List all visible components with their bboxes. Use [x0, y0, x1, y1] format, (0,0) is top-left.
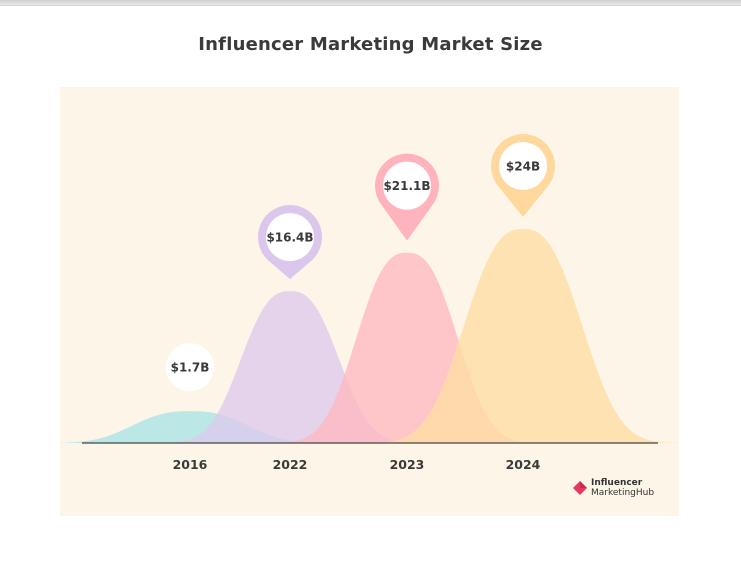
- data-label-2023: $21.1B: [383, 179, 430, 193]
- x-tick-label-2024: 2024: [506, 457, 541, 472]
- pin-inner-circle: [383, 161, 431, 210]
- brand-diamond-icon: [573, 481, 587, 495]
- pin-inner-circle: [166, 343, 214, 392]
- chart-title: Influencer Marketing Market Size: [198, 34, 543, 55]
- value-pin-2022: $16.4B: [258, 204, 322, 280]
- x-tick-label-2022: 2022: [273, 457, 308, 472]
- window-top-bar: [0, 0, 741, 6]
- market-size-area-2024: [328, 229, 679, 443]
- x-tick-label-2023: 2023: [390, 457, 425, 472]
- pin-inner-circle: [499, 142, 547, 190]
- x-tick-label-2016: 2016: [173, 457, 208, 472]
- data-label-2016: $1.7B: [171, 361, 210, 375]
- value-pin-2024: $24B: [491, 134, 555, 217]
- brand-logo: Influencer MarketingHub: [572, 476, 654, 500]
- market-size-chart: 2016 2022 2023 2024 $1.7B $16.4B $21.1B $24B: [60, 134, 679, 472]
- value-pin-2016: $1.7B: [166, 343, 214, 392]
- pin-inner-circle: [266, 213, 314, 262]
- market-size-area-2022: [128, 291, 452, 443]
- data-label-2022: $16.4B: [266, 231, 313, 245]
- chart-panel: 2016 2022 2023 2024 $1.7B $16.4B $21.1B $24B In…: [60, 87, 679, 516]
- market-size-area-2023: [239, 252, 574, 443]
- brand-name-line2: MarketingHub: [591, 488, 655, 498]
- brand-name-line1: Influencer: [591, 478, 643, 488]
- mountain-shapes: [60, 229, 679, 443]
- data-label-2024: $24B: [506, 160, 540, 174]
- value-pin-2023: $21.1B: [375, 153, 440, 241]
